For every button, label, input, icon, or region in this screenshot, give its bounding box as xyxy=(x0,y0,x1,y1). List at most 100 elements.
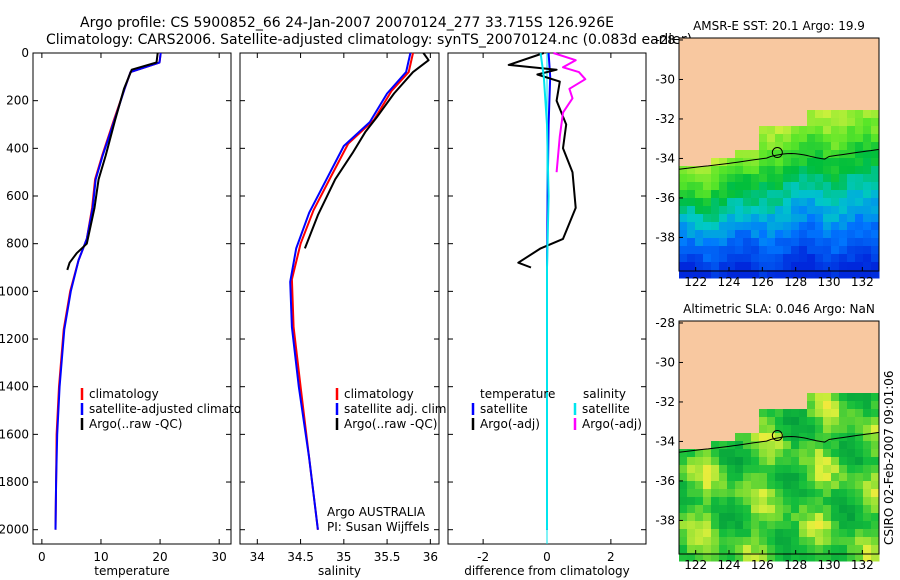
ocean-cell xyxy=(871,190,880,199)
ocean-cell xyxy=(735,481,744,490)
ocean-cell xyxy=(719,481,728,490)
ocean-cell xyxy=(799,158,808,167)
ocean-cell xyxy=(751,441,760,450)
ocean-cell xyxy=(695,206,704,215)
ocean-cell xyxy=(855,553,864,562)
ocean-cell xyxy=(783,441,792,450)
y-tick-label: -38 xyxy=(655,230,675,244)
ocean-cell xyxy=(679,449,688,458)
ocean-cell xyxy=(823,465,832,474)
x-tick-label: 124 xyxy=(718,275,741,289)
ocean-cell xyxy=(871,393,880,402)
ocean-cell xyxy=(719,158,728,167)
ocean-cell xyxy=(759,150,768,159)
ocean-cell xyxy=(855,166,864,175)
ocean-cell xyxy=(791,417,800,426)
ocean-cell xyxy=(703,246,712,255)
ocean-cell xyxy=(719,182,728,191)
y-tick-label: -32 xyxy=(655,112,675,126)
ocean-cell xyxy=(711,206,720,215)
ocean-cell xyxy=(679,222,688,231)
ocean-cell xyxy=(823,401,832,410)
ocean-cell xyxy=(791,513,800,522)
ocean-cell xyxy=(799,433,808,442)
ocean-cell xyxy=(823,409,832,418)
ocean-cell xyxy=(799,214,808,223)
ocean-cell xyxy=(759,174,768,183)
ocean-cell xyxy=(863,441,872,450)
ocean-cell xyxy=(767,182,776,191)
ocean-cell xyxy=(751,254,760,263)
ocean-cell xyxy=(855,529,864,538)
ocean-cell xyxy=(791,473,800,482)
ocean-cell xyxy=(799,409,808,418)
ocean-cell xyxy=(727,529,736,538)
ocean-cell xyxy=(791,409,800,418)
ocean-cell xyxy=(871,206,880,215)
header-line-2: Climatology: CARS2006. Satellite-adjuste… xyxy=(46,32,692,48)
ocean-cell xyxy=(863,393,872,402)
ocean-cell xyxy=(743,222,752,231)
ocean-cell xyxy=(751,497,760,506)
ocean-cell xyxy=(807,238,816,247)
ocean-cell xyxy=(831,254,840,263)
ocean-cell xyxy=(727,521,736,530)
ocean-cell xyxy=(815,238,824,247)
ocean-cell xyxy=(783,409,792,418)
ocean-cell xyxy=(743,473,752,482)
ocean-cell xyxy=(847,393,856,402)
series-line xyxy=(507,52,577,269)
ocean-cell xyxy=(855,473,864,482)
ocean-cell xyxy=(759,537,768,546)
ocean-cell xyxy=(751,166,760,175)
ocean-cell xyxy=(815,465,824,474)
ocean-cell xyxy=(783,182,792,191)
y-tick-label: -38 xyxy=(655,513,675,527)
ocean-cell xyxy=(855,254,864,263)
ocean-cell xyxy=(727,481,736,490)
ocean-cell xyxy=(783,489,792,498)
ocean-cell xyxy=(815,142,824,151)
plot-frame xyxy=(32,52,232,545)
ocean-cell xyxy=(759,497,768,506)
ocean-cell xyxy=(695,222,704,231)
ocean-cell xyxy=(711,254,720,263)
ocean-cell xyxy=(831,401,840,410)
ocean-cell xyxy=(703,230,712,239)
ocean-cell xyxy=(807,425,816,434)
ocean-cell xyxy=(807,465,816,474)
ocean-cell xyxy=(815,393,824,402)
ocean-cell xyxy=(759,481,768,490)
ocean-cell xyxy=(695,449,704,458)
ocean-cell xyxy=(807,158,816,167)
ocean-cell xyxy=(735,238,744,247)
ocean-cell xyxy=(767,489,776,498)
ocean-cell xyxy=(831,230,840,239)
ocean-cell xyxy=(759,270,768,279)
ocean-cell xyxy=(839,393,848,402)
ocean-cell xyxy=(839,174,848,183)
ocean-cell xyxy=(839,449,848,458)
ocean-cell xyxy=(863,465,872,474)
ocean-cell xyxy=(863,118,872,127)
ocean-cell xyxy=(815,441,824,450)
ocean-cell xyxy=(759,409,768,418)
ocean-cell xyxy=(687,481,696,490)
ocean-cell xyxy=(791,441,800,450)
ocean-cell xyxy=(831,553,840,562)
ocean-cell xyxy=(847,465,856,474)
x-tick-label: 122 xyxy=(684,275,707,289)
ocean-cell xyxy=(767,537,776,546)
ocean-cell xyxy=(783,222,792,231)
ocean-cell xyxy=(855,497,864,506)
ocean-cell xyxy=(743,158,752,167)
ocean-cell xyxy=(759,449,768,458)
ocean-cell xyxy=(727,457,736,466)
ocean-cell xyxy=(823,553,832,562)
ocean-cell xyxy=(823,497,832,506)
ocean-cell xyxy=(807,222,816,231)
legend-label: satellite-adjusted climatology xyxy=(89,402,267,416)
ocean-cell xyxy=(871,521,880,530)
ocean-cell xyxy=(767,222,776,231)
ocean-cell xyxy=(711,174,720,183)
